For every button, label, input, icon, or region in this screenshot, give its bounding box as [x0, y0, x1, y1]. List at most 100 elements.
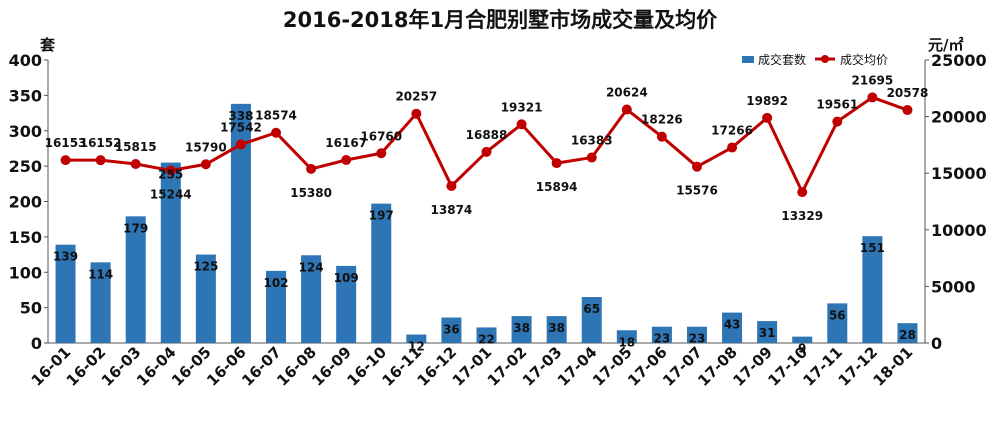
- bar-series: [55, 103, 918, 344]
- x-tick-label: 18-01: [870, 343, 917, 390]
- left-tick-label: 350: [9, 86, 42, 105]
- bar: [511, 316, 532, 343]
- price-value-label: 20578: [887, 86, 929, 100]
- left-tick-label: 150: [9, 228, 42, 247]
- bar-value-label: 125: [193, 260, 218, 274]
- bar: [862, 236, 883, 343]
- bar-value-label: 18: [618, 335, 635, 349]
- axes: 0 50 100 150 200 250 300 350 400 0 5000 10000 15000 2…: [9, 51, 987, 353]
- right-tick-label: 0: [931, 334, 942, 353]
- bar: [195, 254, 216, 343]
- bar: [336, 265, 357, 343]
- left-tick-label: 0: [31, 334, 42, 353]
- legend-line-marker: [821, 55, 829, 63]
- bar: [792, 336, 813, 343]
- legend-bar-label: 成交套数: [758, 52, 806, 67]
- price-point: [481, 146, 492, 157]
- bar-value-label: 197: [369, 209, 394, 223]
- bar-value-label: 36: [443, 323, 460, 337]
- bar-value-label: 151: [860, 241, 885, 255]
- x-axis-ticks: 16-0116-0216-0316-0416-0516-0616-0716-08…: [28, 343, 917, 390]
- bar: [90, 262, 111, 343]
- line-series: [60, 92, 913, 198]
- price-point: [551, 158, 562, 169]
- bar-value-label: 124: [299, 260, 324, 274]
- legend: 成交套数 成交均价: [742, 52, 888, 67]
- price-value-label: 13329: [781, 209, 823, 223]
- bar-value-label: 38: [513, 321, 530, 335]
- bar-value-label: 12: [408, 340, 425, 354]
- price-point: [797, 187, 808, 198]
- price-point: [165, 165, 176, 176]
- bar-value-label: 22: [478, 332, 495, 346]
- right-tick-label: 25000: [931, 51, 987, 70]
- left-tick-label: 250: [9, 157, 42, 176]
- price-value-label: 15790: [185, 140, 227, 154]
- right-tick-label: 5000: [931, 277, 976, 296]
- bar-value-label: 338: [228, 109, 253, 123]
- price-value-label: 18574: [255, 109, 297, 123]
- price-value-label: 16888: [466, 128, 508, 142]
- price-point: [762, 112, 773, 123]
- price-value-label: 16383: [571, 134, 613, 148]
- bar: [301, 255, 322, 343]
- bar-value-label: 255: [158, 168, 183, 182]
- bar-value-label: 139: [53, 250, 78, 264]
- bar-value-label: 56: [829, 308, 846, 322]
- left-tick-label: 200: [9, 193, 42, 212]
- bar-value-label: 31: [759, 326, 776, 340]
- bar: [546, 316, 567, 343]
- price-value-label: 16152: [80, 136, 122, 150]
- right-tick-label: 15000: [931, 164, 987, 183]
- bar: [757, 321, 778, 343]
- bar-value-label: 65: [583, 302, 600, 316]
- price-point: [516, 119, 527, 130]
- bar-value-label: 43: [724, 318, 741, 332]
- left-tick-label: 50: [20, 299, 42, 318]
- price-point: [235, 139, 246, 150]
- left-tick-label: 300: [9, 122, 42, 141]
- right-tick-label: 20000: [931, 108, 987, 127]
- price-value-label: 16167: [325, 136, 367, 150]
- bar-value-label: 28: [899, 328, 916, 342]
- price-value-label: 15380: [290, 186, 332, 200]
- price-value-label: 17542: [220, 120, 262, 134]
- price-point: [95, 155, 106, 166]
- bar-value-label: 109: [334, 271, 359, 285]
- price-point: [376, 148, 387, 159]
- bar: [441, 317, 462, 343]
- bar-value-label: 9: [798, 342, 806, 356]
- price-point: [832, 116, 843, 127]
- price-point: [271, 127, 282, 138]
- price-value-label: 20624: [606, 86, 648, 100]
- chart-title: 2016-2018年1月合肥别墅市场成交量及均价: [283, 8, 718, 32]
- bar: [581, 297, 602, 343]
- price-value-label: 18226: [641, 113, 683, 127]
- left-axis-unit: 套: [39, 36, 56, 54]
- data-labels: 139 114 179 255 125 338 102 124 109 197 12 36 22 38 38…: [45, 73, 929, 355]
- bar: [406, 334, 427, 343]
- price-value-label: 19892: [746, 94, 788, 108]
- bar-value-label: 102: [263, 276, 288, 290]
- bar: [827, 303, 848, 343]
- bar: [266, 270, 287, 343]
- bar: [722, 312, 743, 343]
- price-value-label: 15815: [115, 140, 157, 154]
- bar: [160, 162, 181, 343]
- bar-value-label: 179: [123, 221, 148, 235]
- bar: [55, 244, 76, 343]
- bar-value-label: 23: [689, 332, 706, 346]
- bar: [371, 203, 392, 343]
- left-tick-label: 100: [9, 263, 42, 282]
- price-value-label: 15894: [536, 180, 578, 194]
- bar: [897, 323, 918, 343]
- price-point: [656, 131, 667, 142]
- price-value-label: 20257: [395, 90, 437, 104]
- price-point: [621, 104, 632, 115]
- legend-line-label: 成交均价: [840, 52, 888, 67]
- legend-bar-swatch: [742, 56, 754, 63]
- price-value-label: 17266: [711, 124, 753, 138]
- right-axis-unit: 元/㎡: [928, 36, 963, 54]
- price-point: [867, 92, 878, 103]
